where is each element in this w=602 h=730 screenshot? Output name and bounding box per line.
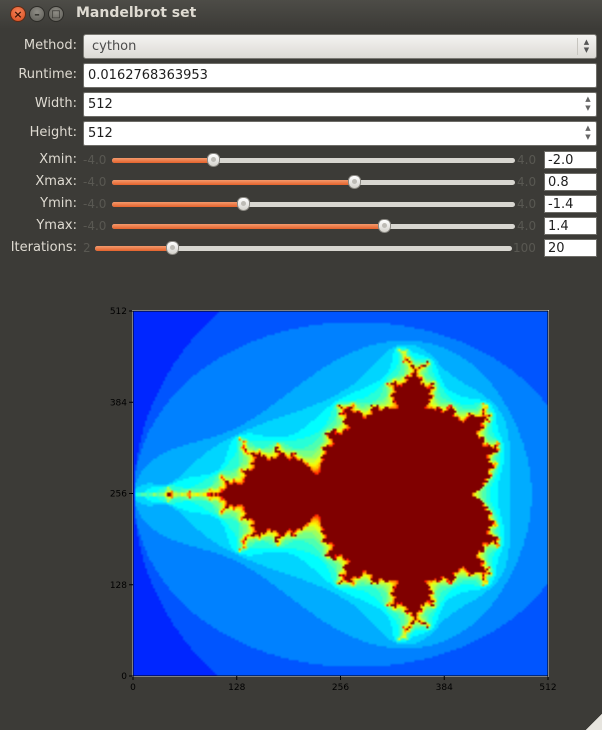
combo-separator: [577, 38, 578, 55]
slider-value-field[interactable]: 1.4: [544, 217, 597, 235]
y-tick-label: 256: [110, 490, 127, 500]
width-label: Width:: [34, 96, 77, 111]
x-tick-label: 256: [332, 683, 349, 693]
y-tick-label: 128: [110, 581, 127, 591]
width-value: 512: [88, 97, 113, 112]
y-tick-label: 512: [110, 307, 127, 317]
slider-fill: [112, 202, 243, 207]
slider-track[interactable]: [112, 153, 515, 167]
slider-fill: [112, 224, 385, 229]
runtime-field[interactable]: 0.0162768363953: [83, 63, 597, 88]
slider-value-field[interactable]: -1.4: [544, 195, 597, 213]
spin-arrows-icon[interactable]: ▲ ▼: [585, 124, 591, 141]
slider-fill: [112, 180, 354, 185]
slider-min-label: 2: [83, 241, 91, 255]
slider-min-label: -4.0: [83, 219, 107, 233]
slider-min-label: -4.0: [83, 175, 107, 189]
method-value: cython: [92, 39, 137, 54]
slider-fill: [95, 246, 172, 251]
slider-label: Ymin:: [40, 196, 77, 211]
height-label: Height:: [29, 125, 77, 140]
slider-min-label: -4.0: [83, 153, 107, 167]
slider-fill: [112, 158, 213, 163]
slider-max-label: 4.0: [517, 219, 537, 233]
maximize-icon[interactable]: □: [48, 6, 64, 22]
x-tick-label: 0: [130, 683, 136, 693]
method-label: Method:: [23, 38, 77, 53]
slider-handle[interactable]: [206, 153, 220, 167]
width-spinbox[interactable]: 512 ▲ ▼: [83, 92, 597, 117]
height-spinbox[interactable]: 512 ▲ ▼: [83, 121, 597, 146]
runtime-label: Runtime:: [18, 67, 77, 82]
plot-area: 0 128 256 384 512 0 128 256 384 512: [0, 286, 602, 706]
y-tick-label: 0: [121, 672, 127, 682]
mandelbrot-image: [133, 311, 548, 676]
slider-track[interactable]: [112, 219, 515, 233]
mandelbrot-chart: 0 128 256 384 512 0 128 256 384 512: [110, 307, 557, 693]
slider-value-field[interactable]: -2.0: [544, 151, 597, 169]
y-tick-label: 384: [110, 398, 127, 408]
minimize-icon[interactable]: –: [29, 6, 45, 22]
slider-handle[interactable]: [236, 197, 250, 211]
slider-handle[interactable]: [165, 241, 179, 255]
slider-track[interactable]: [95, 241, 512, 255]
slider-track[interactable]: [112, 197, 515, 211]
slider-handle[interactable]: [347, 175, 361, 189]
updown-arrow-icon: ▲ ▼: [583, 38, 590, 54]
x-tick-label: 128: [228, 683, 245, 693]
slider-label: Xmin:: [39, 152, 77, 167]
slider-max-label: 4.0: [517, 153, 537, 167]
slider-handle[interactable]: [378, 219, 392, 233]
slider-label: Xmax:: [35, 174, 77, 189]
slider-label: Ymax:: [36, 218, 77, 233]
slider-max-label: 4.0: [517, 175, 537, 189]
height-value: 512: [88, 126, 113, 141]
slider-value-field[interactable]: 20: [544, 239, 597, 257]
title-bar: × – □ Mandelbrot set: [0, 0, 602, 29]
slider-track[interactable]: [112, 175, 515, 189]
x-tick-label: 384: [436, 683, 453, 693]
slider-label: Iterations:: [10, 240, 77, 255]
runtime-value: 0.0162768363953: [88, 68, 208, 83]
spin-arrows-icon[interactable]: ▲ ▼: [585, 95, 591, 112]
resize-grip-icon[interactable]: [586, 714, 602, 730]
slider-max-label: 100: [513, 241, 536, 255]
slider-value-field[interactable]: 0.8: [544, 173, 597, 191]
close-icon[interactable]: ×: [10, 6, 26, 22]
slider-max-label: 4.0: [517, 197, 537, 211]
x-tick-label: 512: [539, 683, 556, 693]
method-select[interactable]: cython ▲ ▼: [83, 34, 597, 59]
slider-min-label: -4.0: [83, 197, 107, 211]
window-title: Mandelbrot set: [76, 5, 197, 21]
